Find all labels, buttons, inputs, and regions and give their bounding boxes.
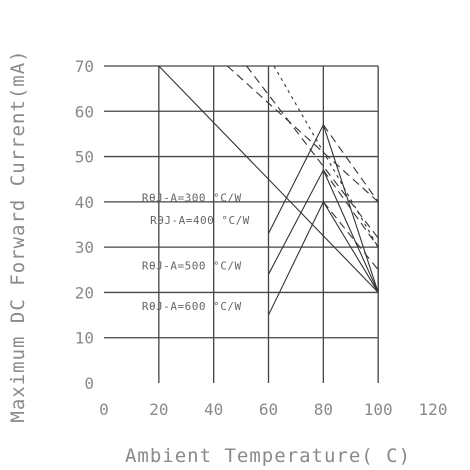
series-line-0 <box>158 65 379 293</box>
y-tick-label: 60 <box>75 102 94 121</box>
y-tick-label: 70 <box>75 57 94 76</box>
y-tick-label: 20 <box>75 283 94 302</box>
series-line-5 <box>246 65 379 239</box>
series-line-7 <box>322 124 379 203</box>
x-tick-label: 20 <box>149 400 168 419</box>
x-tick-label: 100 <box>364 400 393 419</box>
x-tick-label: 60 <box>259 400 278 419</box>
y-tick-label: 30 <box>75 238 94 257</box>
curve-labels: RθJ-A=300 °C/W RθJ-A=400 °C/W RθJ-A=500 °C… <box>142 191 250 313</box>
grid <box>104 65 379 383</box>
y-tick-label: 40 <box>75 193 94 212</box>
curve-label-2: RθJ-A=500 °C/W <box>142 259 242 272</box>
x-tick-label: 80 <box>314 400 333 419</box>
series-line-9 <box>322 201 379 271</box>
curve-label-3: RθJ-A=600 °C/W <box>142 300 242 313</box>
x-axis-title: Ambient Temperature( C) <box>125 445 411 467</box>
y-axis-title: Maximum DC Forward Current(mA) <box>7 49 29 422</box>
y-tick-label: 50 <box>75 148 94 167</box>
x-tick-label: 0 <box>99 400 109 419</box>
series-line-4 <box>227 65 379 203</box>
x-tick-label: 120 <box>419 400 448 419</box>
y-tick-label: 10 <box>75 329 94 348</box>
curve-label-1: RθJ-A=400 °C/W <box>150 214 250 227</box>
series-line-8 <box>322 169 379 248</box>
y-tick-label: 0 <box>84 374 94 393</box>
x-tick-label: 40 <box>204 400 223 419</box>
curve-label-0: RθJ-A=300 °C/W <box>142 191 242 204</box>
tick-labels: 0 20 40 60 80 100 120 0 10 20 30 40 50 60 70 <box>75 57 448 419</box>
series-layer <box>158 65 379 316</box>
